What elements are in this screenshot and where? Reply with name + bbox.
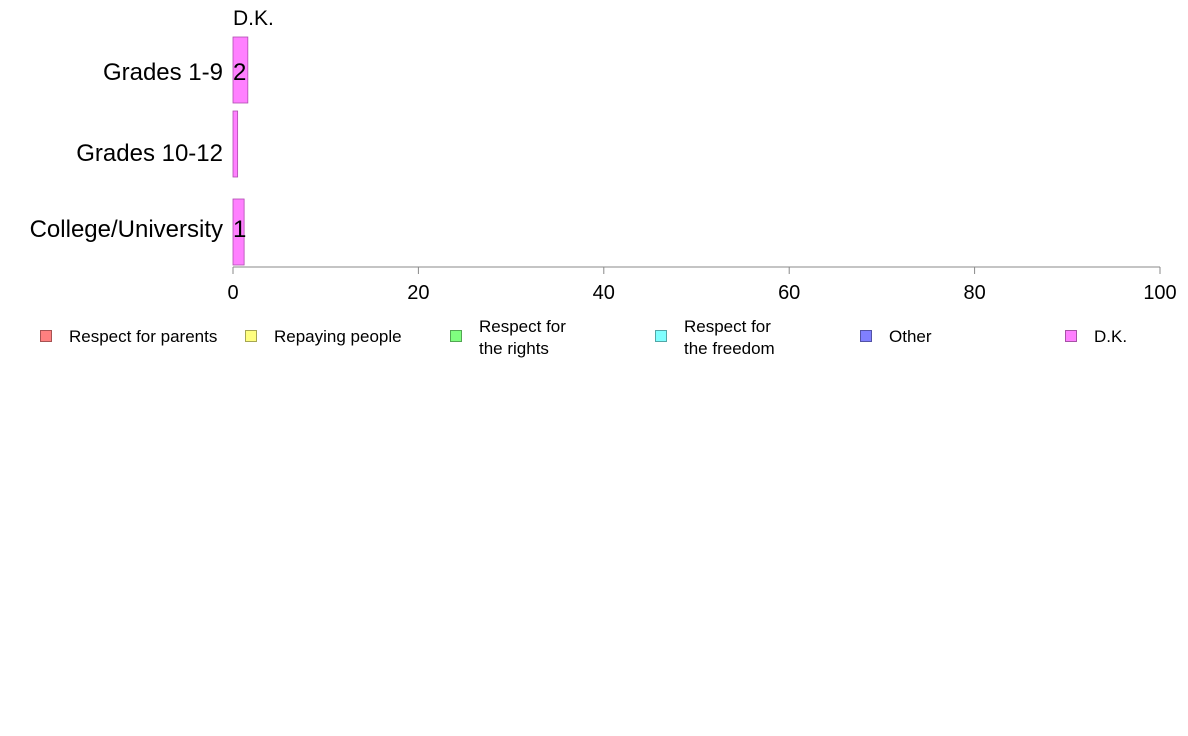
legend-item: Repaying people (245, 316, 402, 348)
category-label: Grades 10-12 (76, 140, 223, 167)
category-label: Grades 1-9 (103, 59, 223, 86)
x-tick-label: 100 (1143, 282, 1176, 304)
legend-label: Other (889, 327, 932, 346)
legend-item: D.K. (1065, 316, 1127, 348)
legend-item: Respect for the freedom (655, 316, 775, 360)
x-tick-label: 40 (593, 282, 615, 304)
legend-item: Respect for parents (40, 316, 217, 348)
top-category-label: D.K. (233, 7, 274, 30)
legend-swatch (655, 330, 667, 342)
x-tick-label: 80 (963, 282, 985, 304)
bar-segment (232, 36, 249, 104)
x-tick-label: 60 (778, 282, 800, 304)
legend: Respect for parents Repaying people Respec… (0, 316, 1188, 366)
x-tick-label: 0 (227, 282, 238, 304)
legend-label: Respect for the freedom (684, 317, 775, 358)
category-label: College/University (30, 216, 223, 243)
bar-segment (232, 110, 239, 178)
data-labels: 21 (233, 59, 246, 243)
data-label: 2 (233, 59, 246, 86)
legend-swatch (1065, 330, 1077, 342)
legend-swatch (245, 330, 257, 342)
legend-swatch (860, 330, 872, 342)
x-tick-label: 20 (407, 282, 429, 304)
legend-item: Respect for the rights (450, 316, 566, 360)
data-label: 1 (233, 216, 246, 243)
legend-label: D.K. (1094, 327, 1128, 346)
stacked-bar-chart: D.K. Grades 1-9 Grades 10-12 College/Unive… (30, 7, 1177, 304)
legend-label: Repaying people (274, 327, 402, 346)
legend-swatch (450, 330, 462, 342)
category-labels: Grades 1-9 Grades 10-12 College/University (30, 59, 223, 243)
legend-swatch (40, 330, 52, 342)
bars (232, 36, 249, 266)
legend-item: Other (860, 316, 932, 348)
legend-label: Respect for the rights (479, 317, 566, 358)
x-axis: 0 20 40 60 80 100 (227, 266, 1177, 304)
bar-segment (232, 198, 245, 266)
legend-label: Respect for parents (69, 327, 218, 346)
